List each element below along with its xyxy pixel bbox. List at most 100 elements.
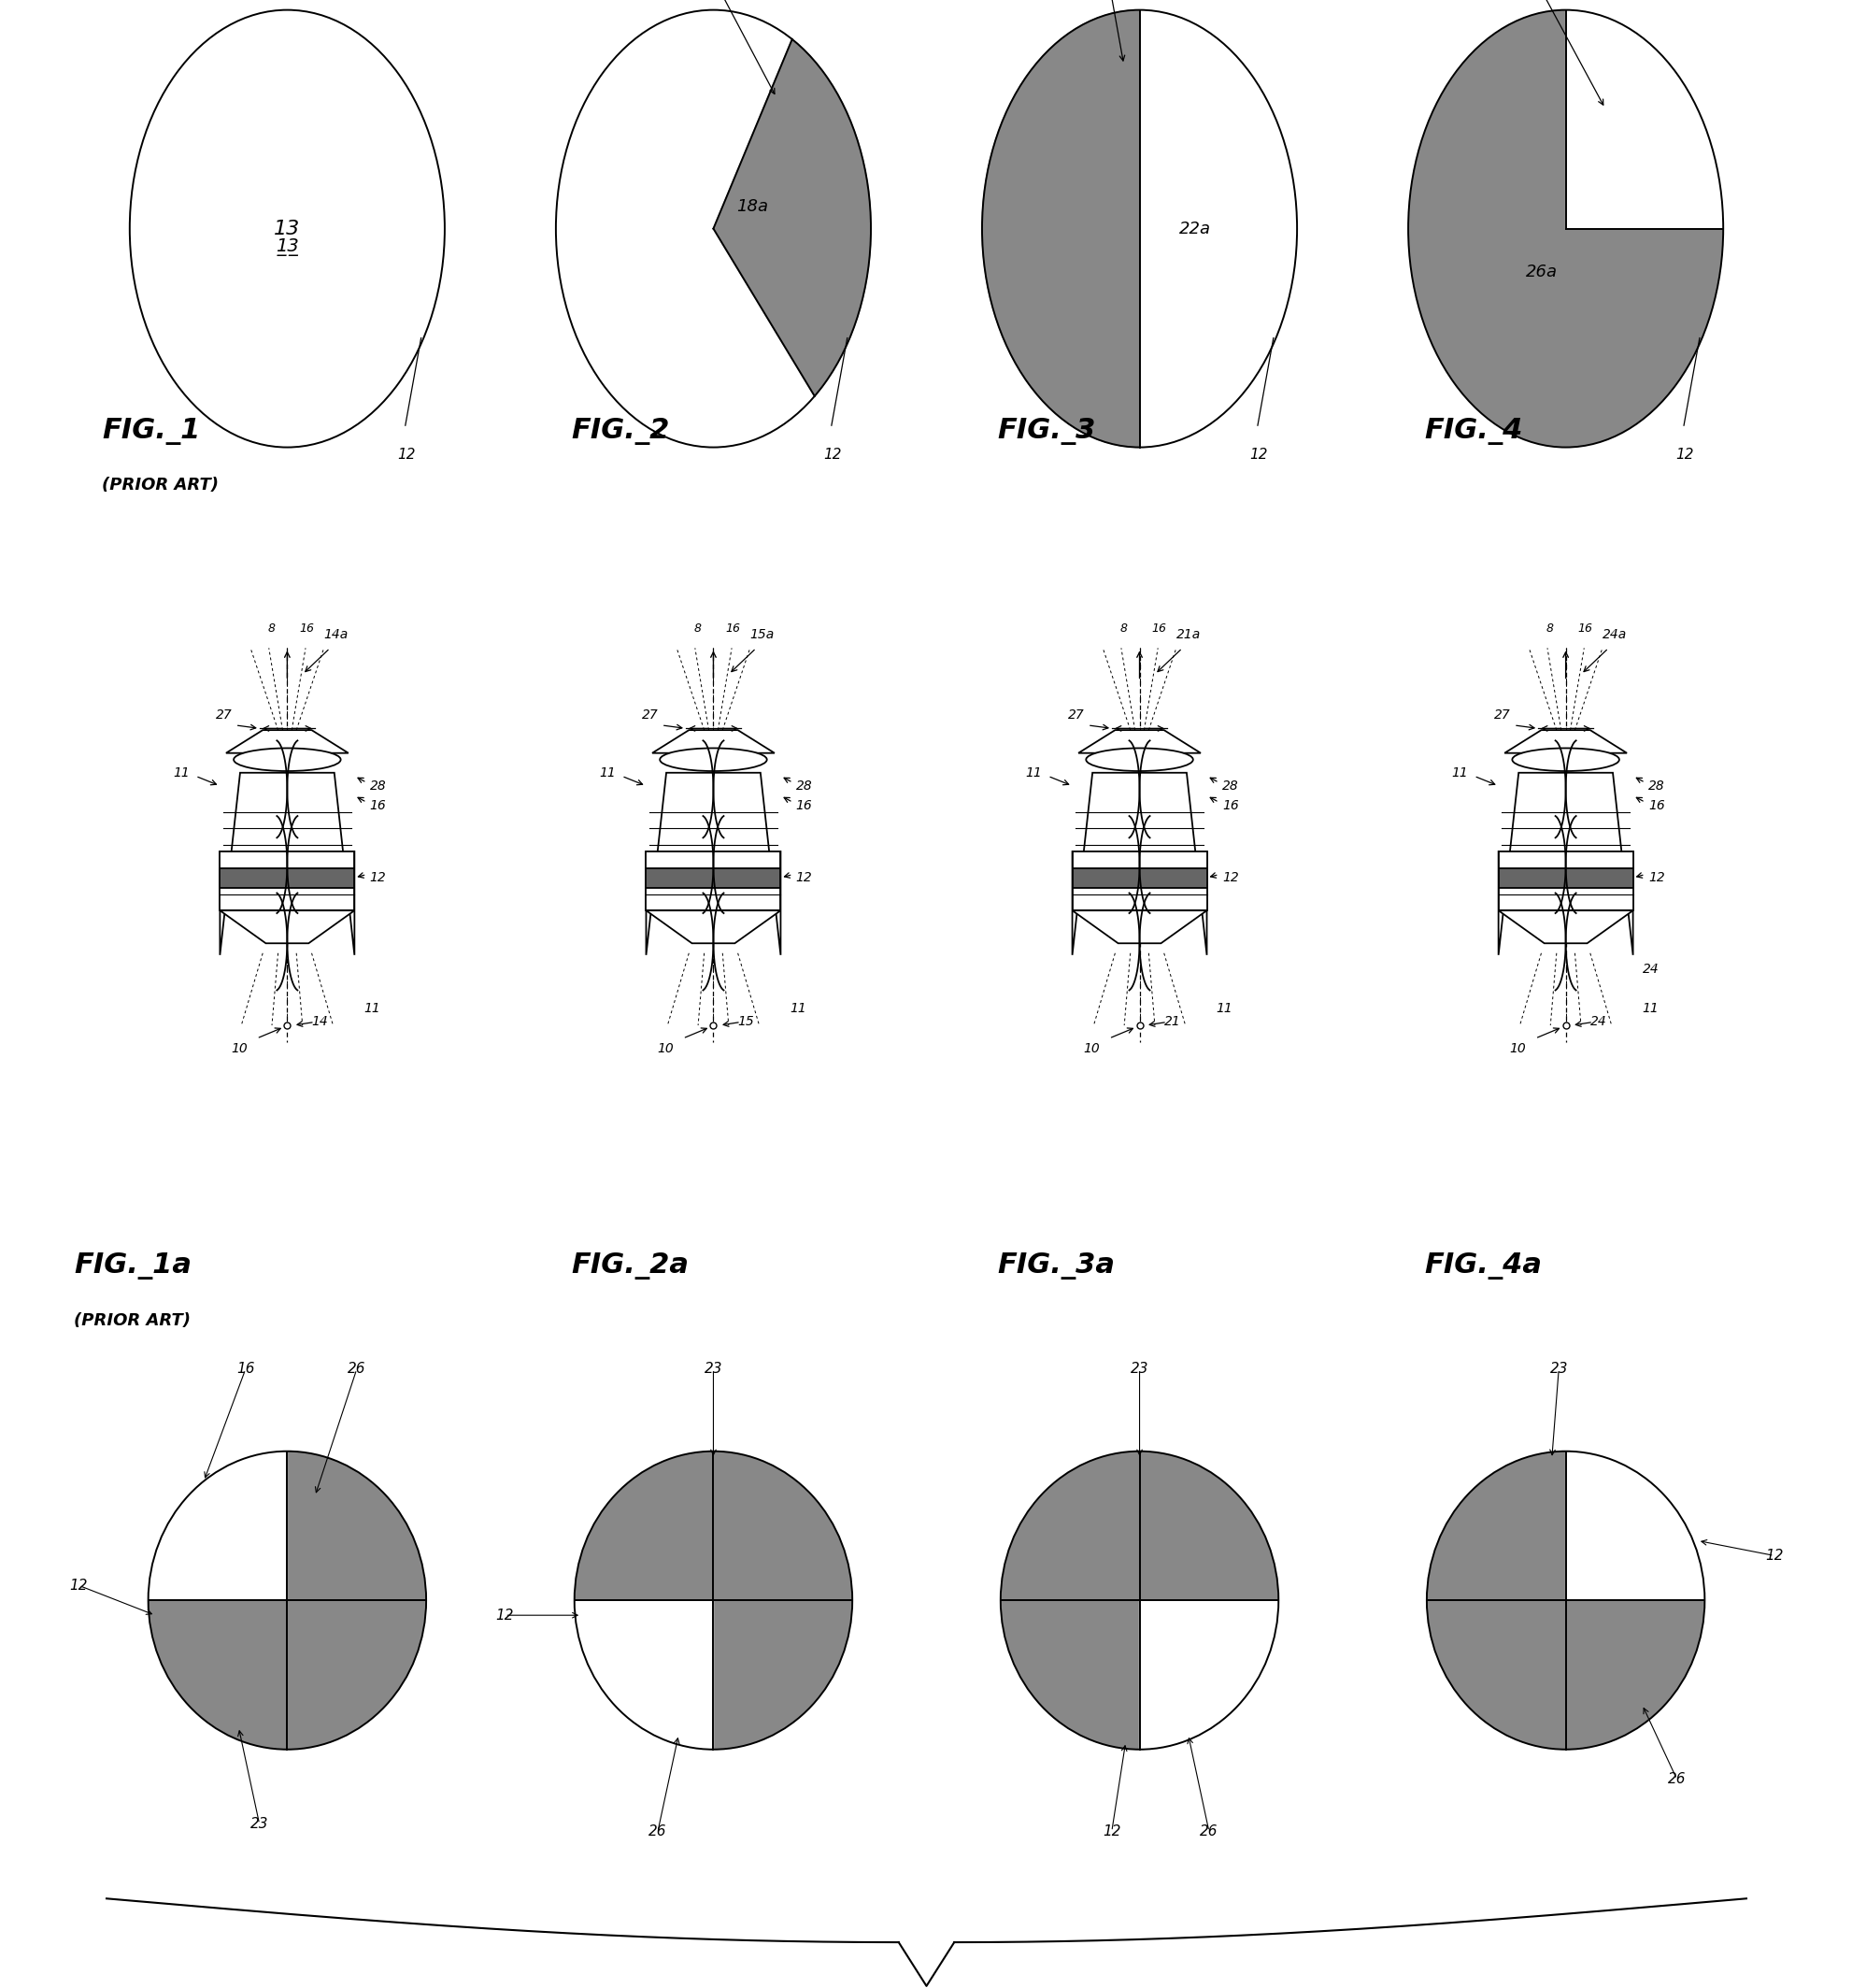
Bar <box>220 869 354 887</box>
Text: 8: 8 <box>267 622 274 634</box>
Text: FIG._2: FIG._2 <box>570 417 670 445</box>
Ellipse shape <box>982 10 1296 447</box>
Polygon shape <box>1498 911 1632 944</box>
Text: 16: 16 <box>1222 799 1239 811</box>
Text: FIG._1: FIG._1 <box>102 417 200 445</box>
Text: 10: 10 <box>1083 1042 1100 1056</box>
Text: 8: 8 <box>1119 622 1126 634</box>
Text: 26: 26 <box>648 1825 667 1839</box>
Text: 12: 12 <box>1765 1549 1782 1563</box>
Ellipse shape <box>556 10 870 447</box>
Text: FIG._3: FIG._3 <box>996 417 1096 445</box>
Text: 26: 26 <box>1200 1825 1217 1839</box>
Polygon shape <box>220 773 354 954</box>
Text: 13: 13 <box>274 219 300 239</box>
Text: 16: 16 <box>1578 622 1593 634</box>
Text: 12: 12 <box>1648 871 1665 885</box>
Polygon shape <box>1139 1600 1278 1749</box>
Text: (PRIOR ART): (PRIOR ART) <box>74 1312 191 1328</box>
Text: 28: 28 <box>370 779 387 793</box>
Text: 24a: 24a <box>1602 628 1626 642</box>
Text: 10: 10 <box>232 1042 248 1056</box>
Text: 27: 27 <box>1493 710 1509 722</box>
Polygon shape <box>982 10 1139 447</box>
Circle shape <box>1000 1451 1278 1749</box>
Text: 16: 16 <box>1648 799 1665 811</box>
Ellipse shape <box>130 10 444 447</box>
Bar <box>646 851 780 911</box>
Text: 16: 16 <box>796 799 813 811</box>
Text: 11: 11 <box>172 765 189 779</box>
Bar <box>220 851 354 911</box>
Text: 23: 23 <box>250 1817 269 1831</box>
Text: FIG._4: FIG._4 <box>1422 417 1522 445</box>
Text: 23: 23 <box>1130 1362 1148 1376</box>
Text: 11: 11 <box>363 1002 380 1016</box>
Text: 24: 24 <box>1643 962 1659 976</box>
Text: 12: 12 <box>370 871 387 885</box>
Polygon shape <box>646 773 780 954</box>
Text: 10: 10 <box>657 1042 674 1056</box>
Text: 21a: 21a <box>1176 628 1200 642</box>
Text: 16: 16 <box>1152 622 1167 634</box>
Bar <box>1498 851 1632 911</box>
Polygon shape <box>1565 10 1722 229</box>
Ellipse shape <box>233 747 341 771</box>
Text: FIG._4a: FIG._4a <box>1422 1252 1541 1280</box>
Text: 12: 12 <box>396 447 415 461</box>
Text: 8: 8 <box>693 622 700 634</box>
Text: FIG._1a: FIG._1a <box>74 1252 193 1280</box>
Text: 10: 10 <box>1509 1042 1526 1056</box>
Text: 11: 11 <box>598 765 615 779</box>
Text: 26a: 26a <box>1526 264 1558 280</box>
Text: 12: 12 <box>70 1578 87 1592</box>
Text: 23: 23 <box>704 1362 722 1376</box>
Polygon shape <box>148 1451 287 1600</box>
Polygon shape <box>220 911 354 944</box>
Text: 1̲3̲: 1̲3̲ <box>276 239 298 256</box>
Text: (PRIOR ART): (PRIOR ART) <box>102 477 219 493</box>
Circle shape <box>1426 1451 1704 1749</box>
Text: 12: 12 <box>822 447 841 461</box>
Text: 8: 8 <box>1545 622 1552 634</box>
Bar <box>646 869 780 887</box>
Ellipse shape <box>1085 747 1193 771</box>
Text: 12: 12 <box>1674 447 1693 461</box>
Polygon shape <box>1072 773 1206 954</box>
Text: 26: 26 <box>1667 1771 1685 1787</box>
Text: 12: 12 <box>796 871 813 885</box>
Text: 11: 11 <box>1215 1002 1232 1016</box>
Polygon shape <box>1504 730 1626 753</box>
Text: 27: 27 <box>215 710 232 722</box>
Text: 14: 14 <box>311 1016 328 1028</box>
Text: 12: 12 <box>1248 447 1267 461</box>
Text: 12: 12 <box>496 1608 513 1622</box>
Bar <box>1498 869 1632 887</box>
Polygon shape <box>1078 730 1200 753</box>
Text: 15a: 15a <box>750 628 774 642</box>
Text: 24: 24 <box>1589 1016 1606 1028</box>
Text: 27: 27 <box>641 710 657 722</box>
Text: 16: 16 <box>237 1362 254 1376</box>
Text: 11: 11 <box>1450 765 1467 779</box>
Text: 28: 28 <box>1222 779 1239 793</box>
Text: 26: 26 <box>348 1362 365 1376</box>
Text: 16: 16 <box>370 799 387 811</box>
Bar <box>1072 869 1206 887</box>
Bar <box>1072 851 1206 911</box>
Polygon shape <box>1498 773 1632 954</box>
Text: FIG._2a: FIG._2a <box>570 1252 689 1280</box>
Text: 21: 21 <box>1163 1016 1180 1028</box>
Text: 11: 11 <box>789 1002 806 1016</box>
Text: 22a: 22a <box>1178 221 1209 237</box>
Text: 11: 11 <box>1024 765 1041 779</box>
Polygon shape <box>574 1600 713 1749</box>
Text: 12: 12 <box>1102 1825 1120 1839</box>
Polygon shape <box>652 730 774 753</box>
Polygon shape <box>713 40 870 396</box>
Text: 18a: 18a <box>737 199 769 215</box>
Polygon shape <box>646 911 780 944</box>
Text: 14a: 14a <box>324 628 348 642</box>
Polygon shape <box>1565 1451 1704 1600</box>
Text: 12: 12 <box>1222 871 1239 885</box>
